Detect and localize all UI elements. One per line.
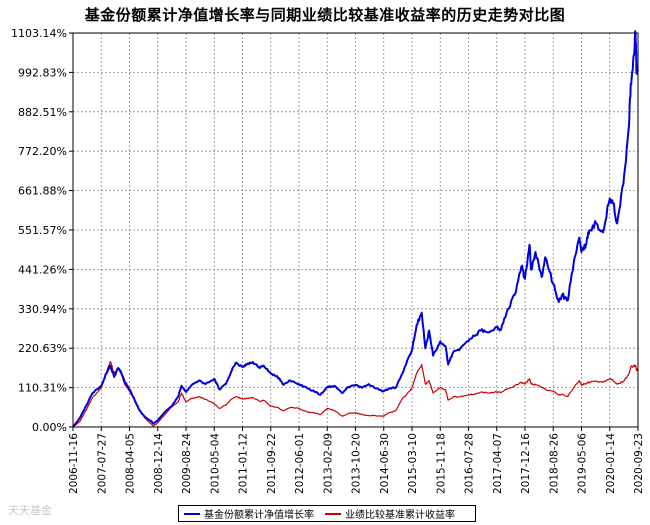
y-axis: 0.00% 110.31% 220.63% 330.94% 441.26% 551.57%… xyxy=(11,27,73,434)
chart-title: 基金份额累计净值增长率与同期业绩比较基准收益率的历史走势对比图 xyxy=(84,6,566,24)
y-tick-label: 661.88% xyxy=(18,185,67,198)
legend-label-fund: 基金份额累计净值增长率 xyxy=(204,510,314,521)
x-tick-label: 2010-05-04 xyxy=(209,433,221,494)
legend-label-benchmark: 业绩比较基准累计收益率 xyxy=(345,510,455,521)
x-tick-label: 2009-08-24 xyxy=(181,433,193,494)
x-tick-label: 2007-07-27 xyxy=(96,433,108,494)
x-tick-label: 2015-11-18 xyxy=(435,433,447,494)
legend-item-fund: 基金份额累计净值增长率 xyxy=(184,506,314,521)
x-tick-label: 2014-06-30 xyxy=(379,433,391,494)
y-tick-label: 441.26% xyxy=(18,263,67,276)
x-tick-label: 2013-10-20 xyxy=(351,433,363,494)
x-tick-label: 2017-12-16 xyxy=(520,433,532,494)
x-tick-label: 2019-05-06 xyxy=(577,433,589,494)
x-tick-label: 2018-08-26 xyxy=(548,433,560,494)
watermark: 天天基金 xyxy=(8,504,52,517)
x-axis: 2006-11-16 2007-07-27 2008-04-05 2008-12-14… xyxy=(68,427,645,494)
y-tick-label: 882.51% xyxy=(18,106,67,119)
y-tick-label: 330.94% xyxy=(18,303,67,316)
x-tick-label: 2011-01-12 xyxy=(238,433,250,494)
y-tick-label: 551.57% xyxy=(18,224,67,237)
legend-swatch-fund xyxy=(184,512,200,515)
x-tick-label: 2012-06-01 xyxy=(294,433,306,494)
x-tick-label: 2017-04-07 xyxy=(492,433,504,494)
x-tick-label: 2008-12-14 xyxy=(153,433,165,494)
y-tick-label: 1103.14% xyxy=(11,27,67,40)
series-group xyxy=(72,30,639,428)
y-tick-label: 220.63% xyxy=(18,342,67,355)
x-tick-label: 2008-04-05 xyxy=(125,433,137,494)
y-tick-label: 772.20% xyxy=(18,145,67,158)
plot-frame xyxy=(72,32,639,428)
legend-swatch-benchmark xyxy=(325,512,341,515)
legend: 基金份额累计净值增长率 业绩比较基准累计收益率 xyxy=(178,505,476,522)
x-tick-label: 2016-07-28 xyxy=(464,433,476,494)
legend-item-benchmark: 业绩比较基准累计收益率 xyxy=(325,506,455,521)
y-tick-label: 110.31% xyxy=(18,382,67,395)
x-tick-label: 2020-01-14 xyxy=(605,433,617,494)
x-tick-label: 2013-02-09 xyxy=(322,433,334,494)
x-tick-label: 2020-09-23 xyxy=(633,433,645,494)
grid-lines xyxy=(72,32,639,428)
series-line-benchmark xyxy=(72,361,639,428)
x-tick-label: 2006-11-16 xyxy=(68,433,80,494)
y-tick-label: 0.00% xyxy=(32,421,67,434)
x-tick-label: 2015-03-10 xyxy=(407,433,419,494)
x-tick-label: 2011-09-22 xyxy=(266,433,278,494)
y-tick-label: 992.83% xyxy=(18,66,67,79)
series-line-fund xyxy=(72,30,639,428)
